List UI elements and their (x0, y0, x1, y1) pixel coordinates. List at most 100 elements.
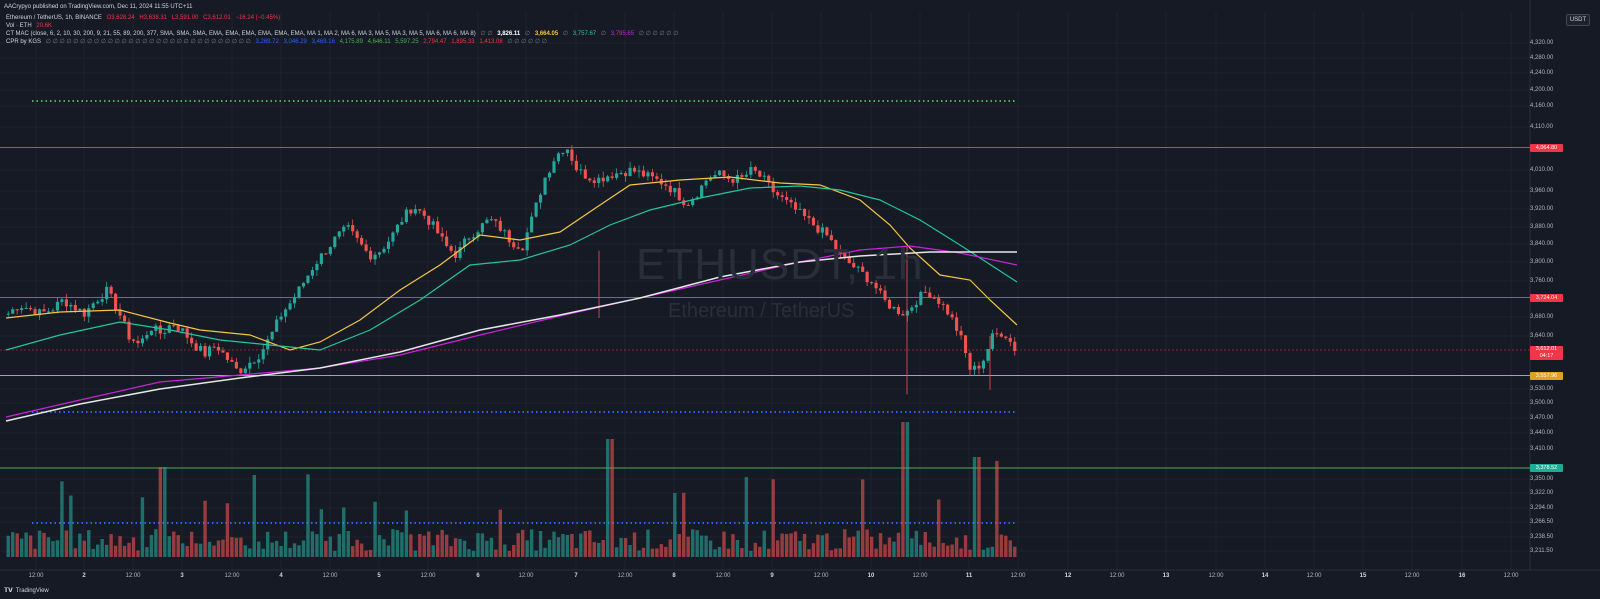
volume-bar (485, 540, 489, 557)
candle-body (46, 311, 51, 313)
candle-body (650, 172, 654, 177)
volume-bar (292, 543, 297, 557)
volume-bar (686, 536, 690, 557)
candle-body (615, 173, 619, 178)
candle-body (114, 293, 118, 310)
volume-bar (136, 550, 140, 557)
legend-low: L3,591.00 (171, 15, 199, 21)
volume-bar (176, 535, 180, 557)
volume-bar (270, 542, 274, 557)
candle-body (802, 208, 807, 217)
price-tick-label: 4,160.00 (1530, 103, 1554, 109)
candle-body (507, 230, 511, 243)
candle-body (995, 333, 999, 335)
candle-body (373, 254, 377, 260)
time-tick-label: 12:00 (1306, 573, 1322, 579)
volume-bar (972, 457, 977, 557)
candle-body (337, 231, 341, 237)
candle-body (834, 240, 838, 250)
candle-body (445, 236, 449, 247)
footer[interactable]: 𝗧𝗩 TradingView (4, 587, 49, 595)
volume-bar (789, 533, 793, 557)
cpr-legend[interactable]: CPR by KGS ∅ ∅ ∅ ∅ ∅ ∅ ∅ ∅ ∅ ∅ ∅ ∅ ∅ ∅ ∅… (6, 38, 550, 46)
time-tick-label: 13 (1162, 573, 1170, 579)
candle-body (400, 221, 404, 225)
cpr-value-4: 4,175.89 (339, 39, 363, 45)
time-tick-label: 12:00 (1404, 573, 1420, 579)
volume-bar (583, 531, 588, 557)
time-tick-label: 12:00 (912, 573, 928, 579)
currency-unit-button[interactable]: USDT (1566, 14, 1590, 26)
price-tick-label: 3,880.00 (1530, 224, 1554, 230)
candle-body (923, 291, 927, 293)
volume-bar (650, 548, 655, 557)
volume-bar (422, 535, 426, 557)
volume-bar (395, 530, 400, 557)
candle-body (221, 350, 225, 353)
volume-bar (758, 546, 762, 557)
volume-bar (664, 546, 668, 557)
volume-bar (265, 531, 270, 557)
time-tick-label: 12:00 (1208, 573, 1224, 579)
candle-body (579, 169, 583, 171)
candle-body (404, 209, 408, 222)
candle-body (257, 359, 261, 363)
volume-bar (458, 538, 462, 557)
price-tick-label: 3,440.00 (1530, 430, 1554, 436)
volume-bar (413, 550, 418, 557)
time-tick-label: 12:00 (322, 573, 338, 579)
ma-green-line (5, 185, 1018, 351)
candle-body (248, 362, 252, 369)
volume-bar (834, 548, 838, 557)
volume-legend[interactable]: Vol · ETH 20.6K (6, 22, 55, 30)
candle-body (284, 309, 288, 317)
candle-body (807, 216, 811, 218)
volume-bar (556, 537, 561, 557)
volume-bar (355, 539, 359, 557)
volume-bar (601, 539, 605, 557)
candle-body (847, 256, 851, 264)
candle-body (333, 236, 337, 248)
volume-bar (516, 533, 520, 557)
candle-body (691, 199, 695, 206)
candle-body (941, 303, 945, 305)
time-tick-label: 12:00 (715, 573, 731, 579)
volume-bar (668, 539, 673, 557)
candle-body (820, 227, 824, 233)
symbol-legend[interactable]: Ethereum / TetherUS, 1h, BINANCE O3,628.… (6, 14, 283, 22)
volume-bar (798, 540, 802, 557)
volume-bar (257, 541, 261, 557)
price-tick-label: 3,294.00 (1530, 505, 1554, 511)
candle-body (1013, 341, 1017, 352)
candle-body (310, 270, 314, 276)
volume-bar (69, 495, 73, 557)
volume-bar (820, 535, 825, 557)
volume-bar (55, 540, 60, 557)
candle-body (122, 315, 127, 322)
volume-bar (11, 532, 15, 557)
candle-body (382, 248, 386, 253)
volume-bar (154, 529, 158, 557)
volume-bar (172, 531, 176, 557)
candle-body (547, 172, 552, 178)
volume-bar (78, 533, 82, 557)
volume-bar (574, 548, 579, 557)
cpr-value-7: 2,794.47 (423, 39, 447, 45)
volume-bar (216, 540, 221, 557)
price-tick-label: 3,640.00 (1530, 333, 1554, 339)
volume-bar (717, 546, 722, 557)
candle-body (29, 308, 33, 310)
candle-body (632, 167, 637, 172)
price-tick-label: 3,410.00 (1530, 446, 1554, 452)
candle-body (704, 180, 708, 186)
candle-body (713, 174, 717, 178)
volume-bar (386, 545, 391, 557)
volume-bar (221, 539, 225, 557)
candle-body (234, 361, 238, 369)
candle-body (561, 152, 565, 154)
candle-body (861, 266, 865, 272)
candle-body (458, 247, 462, 258)
candle-body (319, 253, 323, 264)
ct-mac-legend[interactable]: CT MAC (close, 6, 2, 10, 30, 200, 9, 21,… (6, 30, 681, 38)
